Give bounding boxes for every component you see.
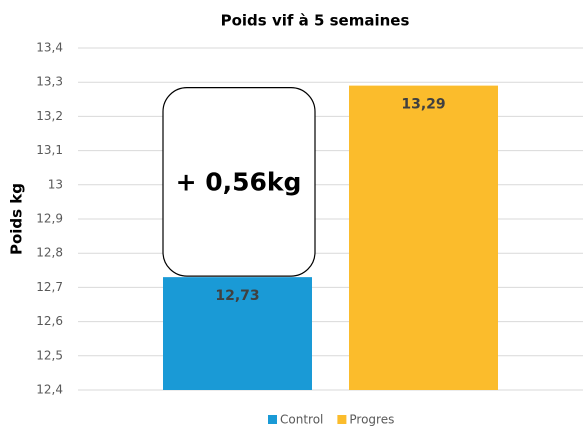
y-tick-label: 13,4 [36,41,63,55]
legend-swatch [268,415,277,424]
y-tick-label: 12,9 [36,212,63,226]
legend-swatch [337,415,347,424]
y-tick-label: 13 [48,177,63,191]
y-tick-label: 12,7 [36,280,63,294]
legend-label: Control [280,413,323,427]
value-label: 13,29 [401,97,445,113]
annotation-box [162,87,316,277]
legend-label: Progres [349,413,394,427]
y-tick-label: 12,4 [36,383,63,397]
value-label: 12,73 [215,288,259,304]
chart-title: Poids vif à 5 semaines [221,12,410,30]
y-axis-label: Poids kg [8,183,26,255]
y-tick-label: 12,8 [36,246,63,260]
y-tick-label: 12,5 [36,348,63,362]
y-tick-label: 13,2 [36,109,63,123]
bar [163,277,312,390]
annotation: + 0,56kg [176,167,302,196]
y-tick-label: 13,1 [36,143,63,157]
y-tick-label: 13,3 [36,75,63,89]
y-tick-label: 12,6 [36,314,63,328]
bar [349,85,498,391]
